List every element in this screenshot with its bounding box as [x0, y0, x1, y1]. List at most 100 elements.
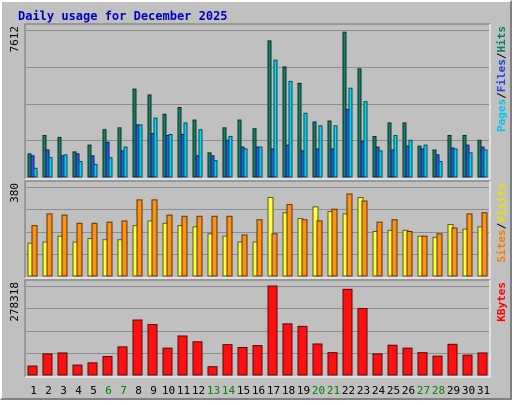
x-tick-label-day-10: 10	[162, 384, 175, 397]
bar-kbytes-day-25	[387, 344, 398, 376]
bar-pages-day-12	[198, 129, 203, 178]
x-tick-label-day-25: 25	[387, 384, 400, 397]
frame-bevel-light-inner	[1, 1, 511, 399]
bar-pages-day-21	[333, 125, 338, 178]
bar-kbytes-day-14	[222, 344, 233, 376]
bar-pages-day-1	[33, 167, 38, 178]
bar-pages-day-7	[123, 146, 128, 178]
legend: Pages/Files/Hits	[495, 26, 508, 132]
x-tick-label-day-22: 22	[342, 384, 355, 397]
bar-pages-day-15	[243, 148, 248, 178]
bar-sites-day-26	[406, 231, 413, 277]
x-tick-label-day-11: 11	[177, 384, 190, 397]
bar-kbytes-day-23	[357, 307, 368, 376]
bar-sites-day-20	[316, 220, 323, 277]
bar-files-day-1	[30, 155, 35, 178]
legend: Sites/Visits	[495, 183, 508, 263]
bar-sites-day-21	[331, 208, 338, 277]
bar-pages-day-18	[288, 80, 293, 178]
bar-kbytes-day-2	[42, 353, 53, 376]
y-max-label: 380	[8, 183, 21, 203]
chart-panels: 7612Pages/Files/Hits380Sites/Visits27831…	[8, 23, 508, 378]
legend-entry-1: /	[495, 92, 508, 99]
x-tick-label-day-28: 28	[432, 384, 445, 397]
bar-pages-day-13	[213, 160, 218, 178]
bar-sites-day-14	[226, 215, 233, 277]
y-max-label: 7612	[8, 26, 21, 53]
x-tick-label-day-15: 15	[237, 384, 250, 397]
bar-kbytes-day-6	[102, 355, 113, 376]
bar-pages-day-3	[63, 154, 68, 178]
x-tick-label-day-18: 18	[282, 384, 295, 397]
x-tick-label-day-31: 31	[477, 384, 490, 397]
x-tick-label-day-4: 4	[75, 384, 82, 397]
x-tick-label-day-9: 9	[150, 384, 157, 397]
bar-kbytes-day-3	[57, 352, 68, 376]
bar-sites-day-5	[91, 222, 98, 277]
bar-pages-day-17	[273, 59, 278, 178]
bar-pages-day-27	[423, 144, 428, 178]
bar-kbytes-day-29	[447, 343, 458, 376]
bar-kbytes-day-18	[282, 323, 293, 376]
legend-entry-2: Visits	[495, 183, 508, 223]
x-tick-label-day-7: 7	[120, 384, 127, 397]
bar-pages-day-5	[93, 163, 98, 178]
bar-kbytes-day-20	[312, 343, 323, 376]
legend-entry-3: /	[495, 52, 508, 59]
x-tick-label-day-6: 6	[105, 384, 112, 397]
bar-kbytes-day-16	[252, 345, 263, 376]
bar-pages-day-29	[453, 148, 458, 178]
x-tick-label-day-13: 13	[207, 384, 220, 397]
bar-sites-day-17	[271, 233, 278, 277]
bar-sites-day-30	[466, 213, 473, 277]
bar-kbytes-day-30	[462, 354, 473, 376]
legend-entry-2: Files	[495, 59, 508, 92]
x-tick-label-day-23: 23	[357, 384, 370, 397]
bar-pages-day-23	[363, 101, 368, 178]
x-tick-label-day-12: 12	[192, 384, 205, 397]
bar-kbytes-day-1	[27, 365, 38, 376]
x-tick-label-day-3: 3	[60, 384, 67, 397]
x-tick-label-day-27: 27	[417, 384, 430, 397]
x-tick-label-day-19: 19	[297, 384, 310, 397]
x-tick-label-day-24: 24	[372, 384, 386, 397]
plot-border-light	[25, 24, 491, 180]
bar-sites-day-24	[376, 221, 383, 277]
bar-sites-day-11	[181, 215, 188, 277]
bar-hits-day-17	[267, 40, 272, 178]
bar-pages-day-8	[138, 124, 143, 178]
bar-hits-day-12	[192, 119, 197, 178]
bar-kbytes-day-17	[267, 285, 278, 376]
frame-bevel-dark-inner	[1, 1, 511, 399]
bar-sites-day-12	[196, 215, 203, 277]
x-tick-label-day-20: 20	[312, 384, 325, 397]
legend-entry-0: Pages	[495, 99, 508, 132]
legend-entry-4: Hits	[495, 26, 508, 53]
x-tick-label-day-1: 1	[30, 384, 37, 397]
bar-pages-day-2	[48, 157, 53, 178]
legend-entry-1: /	[495, 222, 508, 229]
panel-kbytes: 278318 KBytes	[8, 279, 508, 378]
plot-border-dark	[24, 279, 490, 377]
bar-kbytes-day-10	[162, 347, 173, 376]
bar-sites-day-8	[136, 199, 143, 277]
bar-kbytes-day-21	[327, 352, 338, 376]
x-tick-label-day-2: 2	[45, 384, 52, 397]
legend-entry-0: KBytes	[495, 282, 508, 322]
bar-hits-day-19	[297, 82, 302, 178]
bar-pages-day-30	[468, 152, 473, 178]
bar-pages-day-6	[108, 157, 113, 178]
bar-hits-day-18	[282, 66, 287, 178]
x-tick-label-day-26: 26	[402, 384, 415, 397]
bar-pages-day-4	[78, 161, 83, 178]
x-axis: 1 2 3 4 5 6 7 8 9 10 11 12 13 14 15 16 17 18 19 20 21 22 23 24 2…	[30, 384, 490, 397]
bar-hits-day-22	[342, 31, 347, 178]
x-tick-label-day-21: 21	[327, 384, 340, 397]
bar-kbytes-day-22	[342, 288, 353, 376]
bar-kbytes-day-19	[297, 325, 308, 376]
bar-pages-day-9	[153, 117, 158, 178]
bar-pages-day-10	[168, 134, 173, 178]
